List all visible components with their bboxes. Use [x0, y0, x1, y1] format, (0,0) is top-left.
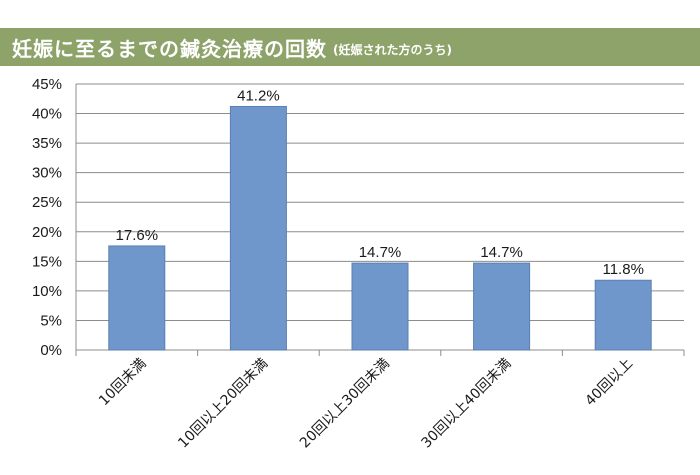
bar	[473, 262, 531, 351]
chart-title: 妊娠に至るまでの鍼灸治療の回数	[12, 36, 327, 61]
data-label: 11.8%	[602, 261, 643, 278]
y-tick-label: 5%	[40, 312, 62, 329]
y-tick-label: 40%	[32, 106, 62, 123]
y-tick-label: 0%	[40, 342, 62, 359]
chart-subtitle: (妊娠された方のうち)	[333, 42, 452, 57]
bar	[229, 105, 287, 351]
y-tick-label: 45%	[32, 76, 62, 93]
data-label: 14.7%	[480, 244, 523, 261]
data-label: 17.6%	[116, 227, 159, 244]
y-tick-label: 25%	[32, 194, 62, 211]
category-label: 10回以上20回未満	[175, 356, 271, 452]
y-tick-label: 20%	[32, 224, 62, 241]
category-label: 20回以上30回未満	[297, 356, 393, 452]
y-tick-label: 15%	[32, 253, 62, 270]
y-tick-label: 35%	[32, 135, 62, 152]
y-tick-label: 10%	[32, 283, 62, 300]
data-label: 14.7%	[359, 244, 402, 261]
bar	[351, 262, 409, 351]
data-label: 41.2%	[237, 87, 280, 104]
y-tick-label: 30%	[32, 165, 62, 182]
category-label: 10回未満	[96, 356, 150, 410]
category-label: 30回以上40回未満	[419, 356, 515, 452]
bar	[108, 245, 166, 351]
category-label: 40回以上	[582, 356, 636, 410]
bar	[594, 279, 652, 351]
chart-title-bar: 妊娠に至るまでの鍼灸治療の回数 (妊娠された方のうち)	[0, 28, 700, 66]
